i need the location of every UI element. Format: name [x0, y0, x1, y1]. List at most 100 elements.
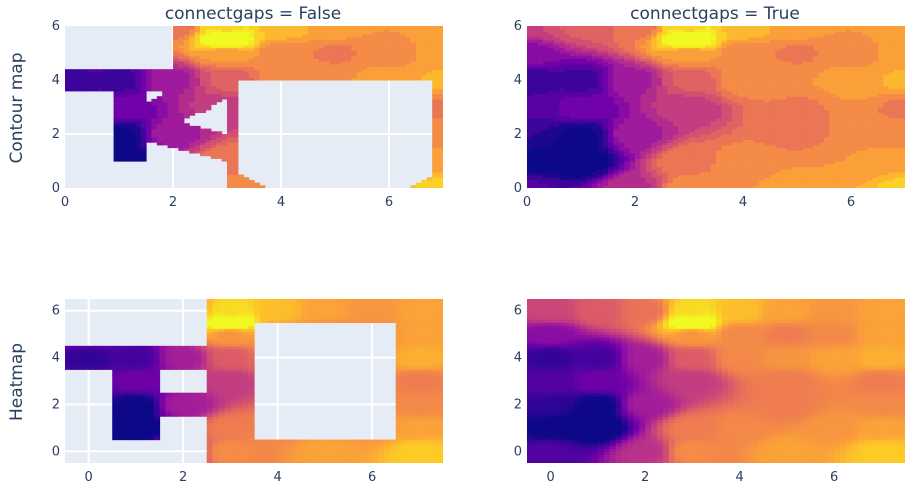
contour-cell	[575, 174, 582, 178]
y-tick-label: 0	[52, 181, 60, 196]
contour-cell	[548, 44, 555, 49]
contour-cell	[200, 144, 206, 149]
contour-cell	[543, 53, 550, 57]
contour-cell	[581, 85, 587, 89]
contour-cell	[548, 96, 555, 100]
contour-cell	[602, 77, 609, 81]
contour-cell	[807, 152, 814, 157]
contour-cell	[421, 28, 428, 32]
contour-cell	[543, 104, 550, 108]
contour-cell	[378, 53, 385, 57]
contour-cell	[570, 85, 577, 89]
contour-cell	[586, 107, 593, 111]
contour-cell	[559, 112, 566, 116]
contour-cell	[597, 28, 604, 32]
contour-cell	[405, 42, 412, 46]
contour-cell	[367, 77, 374, 81]
contour-cell	[329, 26, 336, 30]
contour-cell	[167, 107, 174, 111]
contour-cell	[635, 169, 641, 173]
contour-cell	[570, 112, 577, 116]
contour-cell	[356, 74, 363, 78]
contour-cell	[416, 71, 422, 76]
contour-cell	[748, 163, 755, 167]
contour-cell	[759, 47, 766, 51]
contour-cell	[297, 58, 304, 62]
contour-cell	[586, 61, 593, 65]
contour-cell	[699, 47, 706, 51]
contour-cell	[602, 55, 609, 59]
contour-cell	[759, 88, 766, 92]
contour-cell	[662, 61, 668, 65]
contour-cell	[124, 142, 131, 146]
contour-cell	[210, 96, 217, 100]
contour-cell	[194, 44, 201, 49]
contour-cell	[135, 85, 142, 89]
contour-cell	[216, 61, 223, 65]
contour-cell	[689, 144, 695, 149]
contour-cell	[554, 61, 560, 65]
contour-cell	[618, 101, 625, 105]
contour-cell	[570, 90, 577, 95]
contour-cell	[726, 107, 733, 111]
contour-cell	[748, 104, 755, 108]
contour-cell	[372, 31, 379, 35]
contour-cell	[575, 77, 582, 81]
contour-cell	[635, 34, 641, 38]
contour-cell	[597, 136, 604, 140]
contour-cell	[405, 28, 412, 32]
contour-cell	[399, 66, 406, 70]
contour-cell	[532, 42, 539, 46]
contour-cell	[308, 66, 314, 70]
contour-cell	[554, 109, 560, 113]
contour-cell	[797, 69, 803, 73]
contour-cell	[270, 71, 277, 76]
contour-cell	[335, 50, 341, 54]
contour-cell	[651, 74, 658, 78]
contour-cell	[743, 31, 749, 35]
contour-cell	[613, 71, 620, 76]
contour-cell	[748, 131, 755, 135]
contour-cell	[716, 58, 722, 62]
contour-cell	[732, 158, 739, 162]
contour-cell	[543, 90, 550, 95]
contour-cell	[302, 42, 309, 46]
contour-cell	[178, 147, 185, 151]
contour-cell	[618, 71, 625, 76]
contour-cell	[656, 177, 663, 181]
contour-cell	[129, 147, 136, 151]
contour-cell	[399, 74, 406, 78]
contour-cell	[173, 98, 179, 103]
contour-cell	[586, 66, 593, 70]
contour-cell	[548, 115, 555, 119]
contour-cell	[764, 171, 771, 176]
contour-cell	[802, 85, 809, 89]
contour-cell	[732, 163, 739, 167]
contour-cell	[394, 28, 401, 32]
contour-cell	[189, 61, 196, 65]
contour-cell	[532, 150, 539, 154]
contour-cell	[570, 63, 577, 68]
contour-cell	[726, 63, 733, 68]
contour-cell	[608, 115, 614, 119]
contour-cell	[586, 144, 593, 149]
contour-cell	[786, 185, 793, 188]
contour-cell	[770, 58, 776, 62]
contour-cell	[640, 34, 647, 38]
contour-cell	[200, 28, 206, 32]
contour-cell	[183, 98, 190, 103]
contour-cell	[345, 66, 352, 70]
contour-cell	[554, 117, 560, 122]
contour-cell	[656, 96, 663, 100]
contour-cell	[791, 96, 798, 100]
contour-cell	[156, 82, 163, 86]
contour-cell	[656, 63, 663, 68]
contour-cell	[575, 109, 582, 113]
contour-cell	[802, 53, 809, 57]
contour-cell	[656, 28, 663, 32]
contour-cell	[559, 150, 566, 154]
contour-cell	[437, 42, 443, 46]
contour-cell	[559, 136, 566, 140]
contour-cell	[527, 50, 533, 54]
